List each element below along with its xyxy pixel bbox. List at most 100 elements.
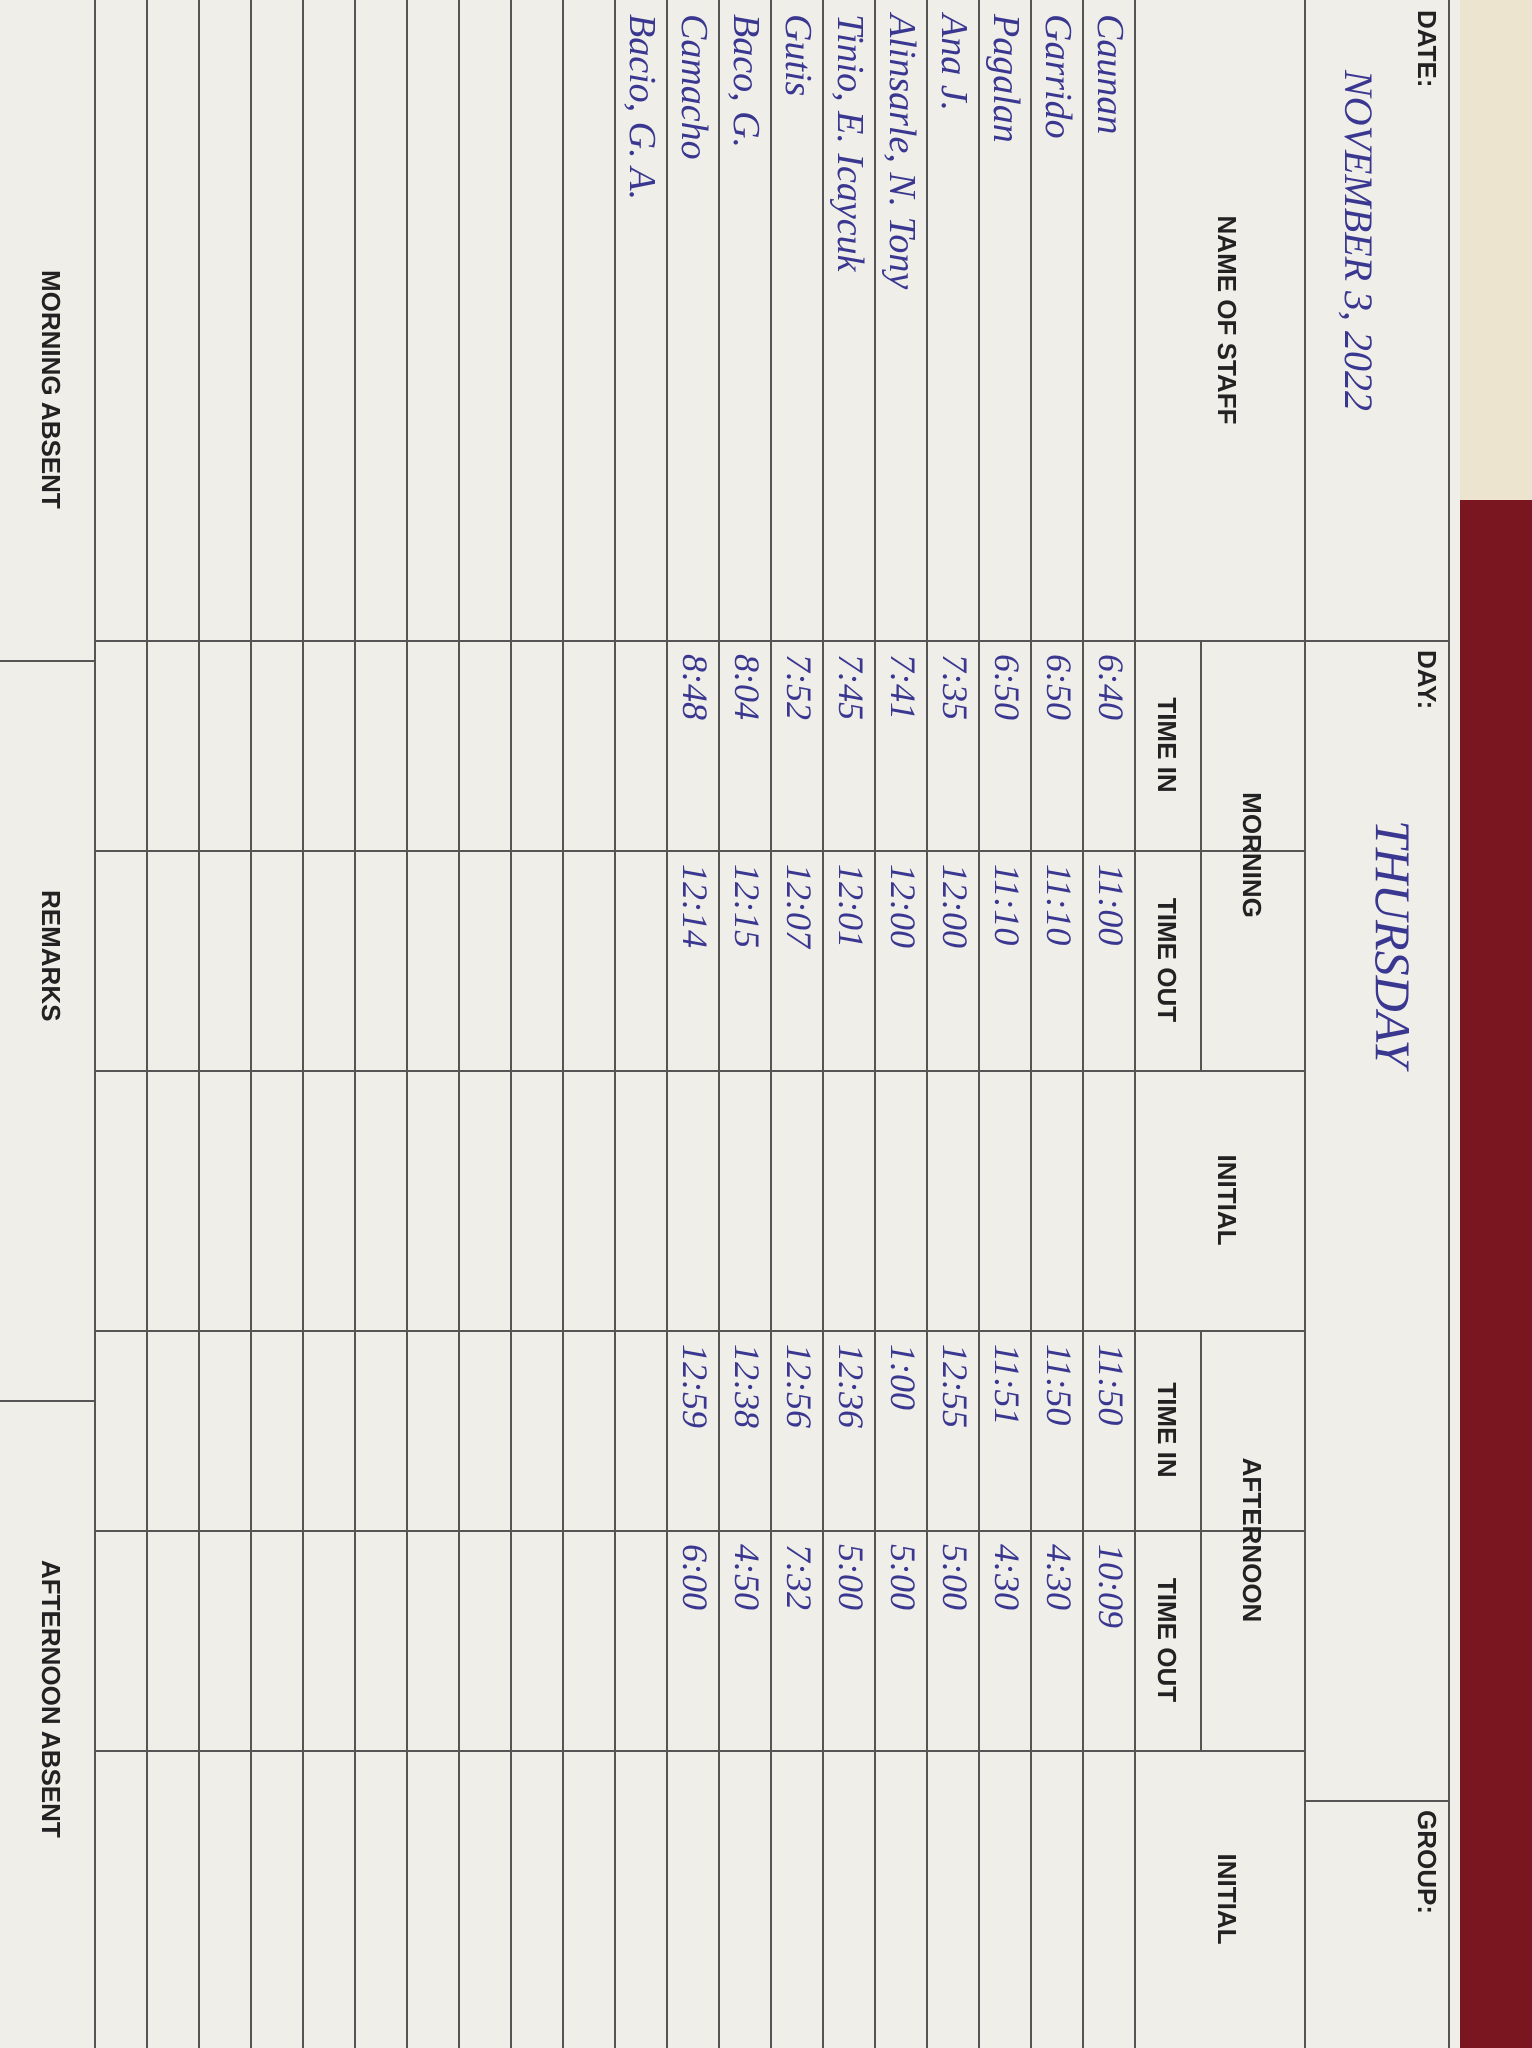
rule [874, 0, 876, 2048]
staff-name: Tinio, E. Icaycuk [829, 14, 871, 272]
rule [1082, 0, 1084, 2048]
rule [354, 0, 356, 2048]
time-entry: 7:41 [883, 654, 923, 720]
time-entry: 4:30 [1039, 1544, 1079, 1610]
time-entry: 8:04 [727, 654, 767, 720]
time-entry: 10:09 [1091, 1544, 1131, 1628]
time-entry: 6:50 [987, 654, 1027, 720]
time-entry: 8:48 [675, 654, 715, 720]
rule [1304, 0, 1306, 2048]
rule [406, 0, 408, 2048]
rule [96, 1330, 1306, 1332]
background [1460, 0, 1532, 500]
footer-label: MORNING ABSENT [36, 270, 66, 509]
time-entry: 11:51 [987, 1344, 1027, 1426]
time-entry: 12:14 [675, 864, 715, 948]
time-entry: 12:00 [935, 864, 975, 948]
rule [1200, 640, 1202, 1070]
rule [146, 0, 148, 2048]
time-entry: 12:59 [675, 1344, 715, 1428]
time-entry: 7:32 [779, 1544, 819, 1610]
rule [0, 660, 96, 662]
rule [96, 1070, 1306, 1072]
column-header: AFTERNOON [1237, 1457, 1267, 1623]
time-entry: 7:52 [779, 654, 819, 720]
time-entry: 12:15 [727, 864, 767, 948]
column-header: MORNING [1237, 792, 1267, 918]
rule [822, 0, 824, 2048]
rule [666, 0, 668, 2048]
column-header: TIME IN [1152, 697, 1182, 793]
time-entry: 12:56 [779, 1344, 819, 1428]
time-entry: 6:40 [1091, 654, 1131, 720]
rule [0, 1400, 96, 1402]
date-value: NOVEMBER 3, 2022 [1336, 70, 1381, 412]
time-entry: 5:00 [935, 1544, 975, 1610]
rule [458, 0, 460, 2048]
time-entry: 4:30 [987, 1544, 1027, 1610]
time-entry: 11:00 [1091, 864, 1131, 946]
rule [1448, 0, 1450, 2048]
time-entry: 6:00 [675, 1544, 715, 1610]
time-entry: 1:00 [883, 1344, 923, 1410]
group-label: GROUP: [1412, 1810, 1442, 1914]
time-entry: 7:45 [831, 654, 871, 720]
time-entry: 12:01 [831, 864, 871, 948]
rule [562, 0, 564, 2048]
rule [1134, 0, 1136, 2048]
rule [96, 1530, 1306, 1532]
rule [718, 0, 720, 2048]
column-header: NAME OF STAFF [1212, 215, 1242, 425]
rule [302, 0, 304, 2048]
column-header: INITIAL [1212, 1154, 1242, 1246]
staff-name: Ana J. [933, 14, 975, 112]
day-label: DAY: [1412, 650, 1442, 710]
column-header: TIME IN [1152, 1382, 1182, 1478]
time-entry: 11:10 [987, 864, 1027, 946]
rule [198, 0, 200, 2048]
footer-label: AFTERNOON ABSENT [36, 1560, 66, 1838]
rule [510, 0, 512, 2048]
column-header: TIME OUT [1152, 1577, 1182, 1703]
column-header: INITIAL [1212, 1853, 1242, 1945]
time-entry: 11:50 [1091, 1344, 1131, 1426]
day-value: THURSDAY [1365, 820, 1421, 1068]
staff-name: Baco, G. [725, 14, 767, 149]
time-entry: 5:00 [883, 1544, 923, 1610]
time-entry: 12:36 [831, 1344, 871, 1428]
rule [1306, 640, 1450, 642]
rule [1200, 1330, 1202, 1750]
time-entry: 12:00 [883, 864, 923, 948]
footer-label: REMARKS [36, 890, 66, 1022]
time-entry: 12:55 [935, 1344, 975, 1428]
staff-name: Alinsarle, N. Tony [881, 14, 923, 290]
rule [94, 0, 96, 2048]
rule [770, 0, 772, 2048]
rule [1306, 1800, 1450, 1802]
rule [96, 1750, 1306, 1752]
time-entry: 7:35 [935, 654, 975, 720]
paper [0, 0, 1460, 2048]
staff-name: Camacho [673, 14, 715, 160]
rule [614, 0, 616, 2048]
time-entry: 4:50 [727, 1544, 767, 1610]
rule [926, 0, 928, 2048]
rule [250, 0, 252, 2048]
rule [978, 0, 980, 2048]
time-entry: 12:07 [779, 864, 819, 948]
time-entry: 11:50 [1039, 1344, 1079, 1426]
time-entry: 6:50 [1039, 654, 1079, 720]
staff-name: Bacio, G. A. [621, 14, 663, 201]
rule [1030, 0, 1032, 2048]
column-header: TIME OUT [1152, 897, 1182, 1023]
time-entry: 5:00 [831, 1544, 871, 1610]
rule [96, 850, 1306, 852]
date-label: DATE: [1412, 10, 1442, 88]
time-entry: 11:10 [1039, 864, 1079, 946]
staff-name: Pagalan [985, 14, 1027, 143]
time-entry: 12:38 [727, 1344, 767, 1428]
staff-name: Garrido [1037, 14, 1079, 139]
staff-name: Caunan [1089, 14, 1131, 135]
